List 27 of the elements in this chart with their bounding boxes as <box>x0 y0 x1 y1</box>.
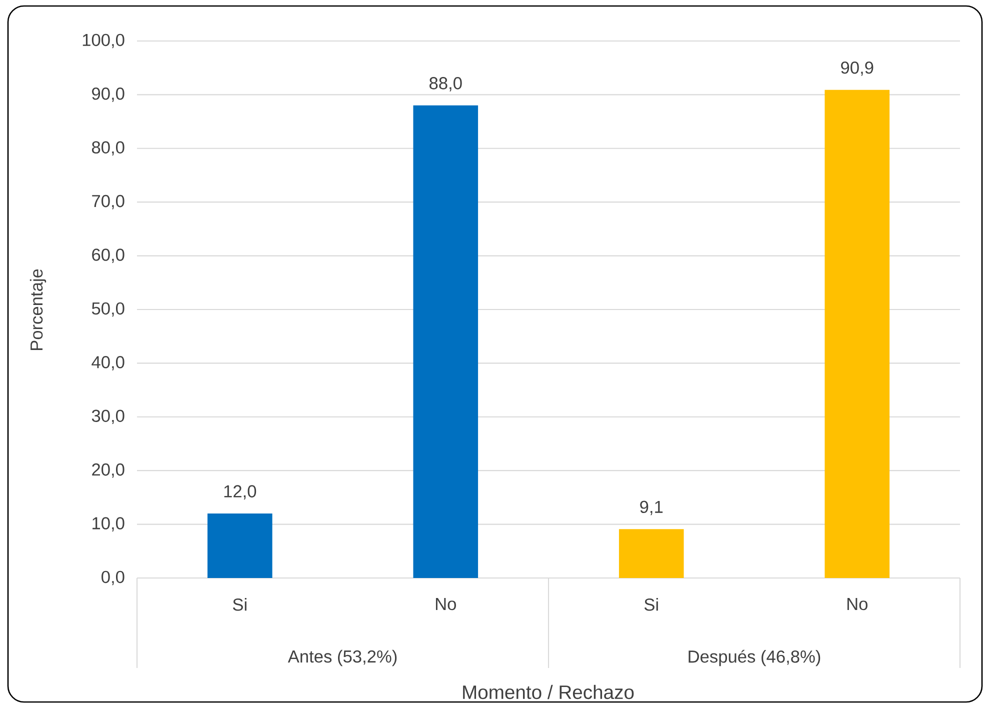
y-tick-label: 50,0 <box>92 302 124 317</box>
y-tick-label: 30,0 <box>92 410 124 424</box>
y-tick-label: 100,0 <box>82 34 124 48</box>
y-tick-label: 60,0 <box>92 248 124 263</box>
data-label: 88,0 <box>430 77 462 92</box>
data-label: 12,0 <box>224 485 256 500</box>
bar <box>207 514 272 578</box>
y-tick-label: 0,0 <box>102 570 124 586</box>
x-tick-label: No <box>436 598 456 610</box>
data-label: 90,9 <box>841 61 874 76</box>
y-tick-label: 40,0 <box>92 356 124 370</box>
y-tick-label: 10,0 <box>92 517 124 532</box>
bar <box>618 529 684 578</box>
x-axis-title: Momento / Rechazo <box>463 684 634 700</box>
bar <box>824 90 890 578</box>
y-tick-label: 90,0 <box>92 88 124 102</box>
x-tick-label: Si <box>232 598 246 611</box>
x-tick-label: Si <box>644 598 658 611</box>
y-tick-label: 70,0 <box>92 194 124 210</box>
text: Después (46,8%) <box>688 650 820 666</box>
data-label: 9,1 <box>640 500 663 516</box>
y-tick-label: 80,0 <box>92 141 124 156</box>
bar <box>413 105 478 578</box>
text: Antes (53,2%) <box>288 650 397 666</box>
x-tick-label: No <box>847 598 868 610</box>
y-tick-label: 20,0 <box>92 463 124 478</box>
y-axis-title: Porcentaje <box>30 269 46 350</box>
